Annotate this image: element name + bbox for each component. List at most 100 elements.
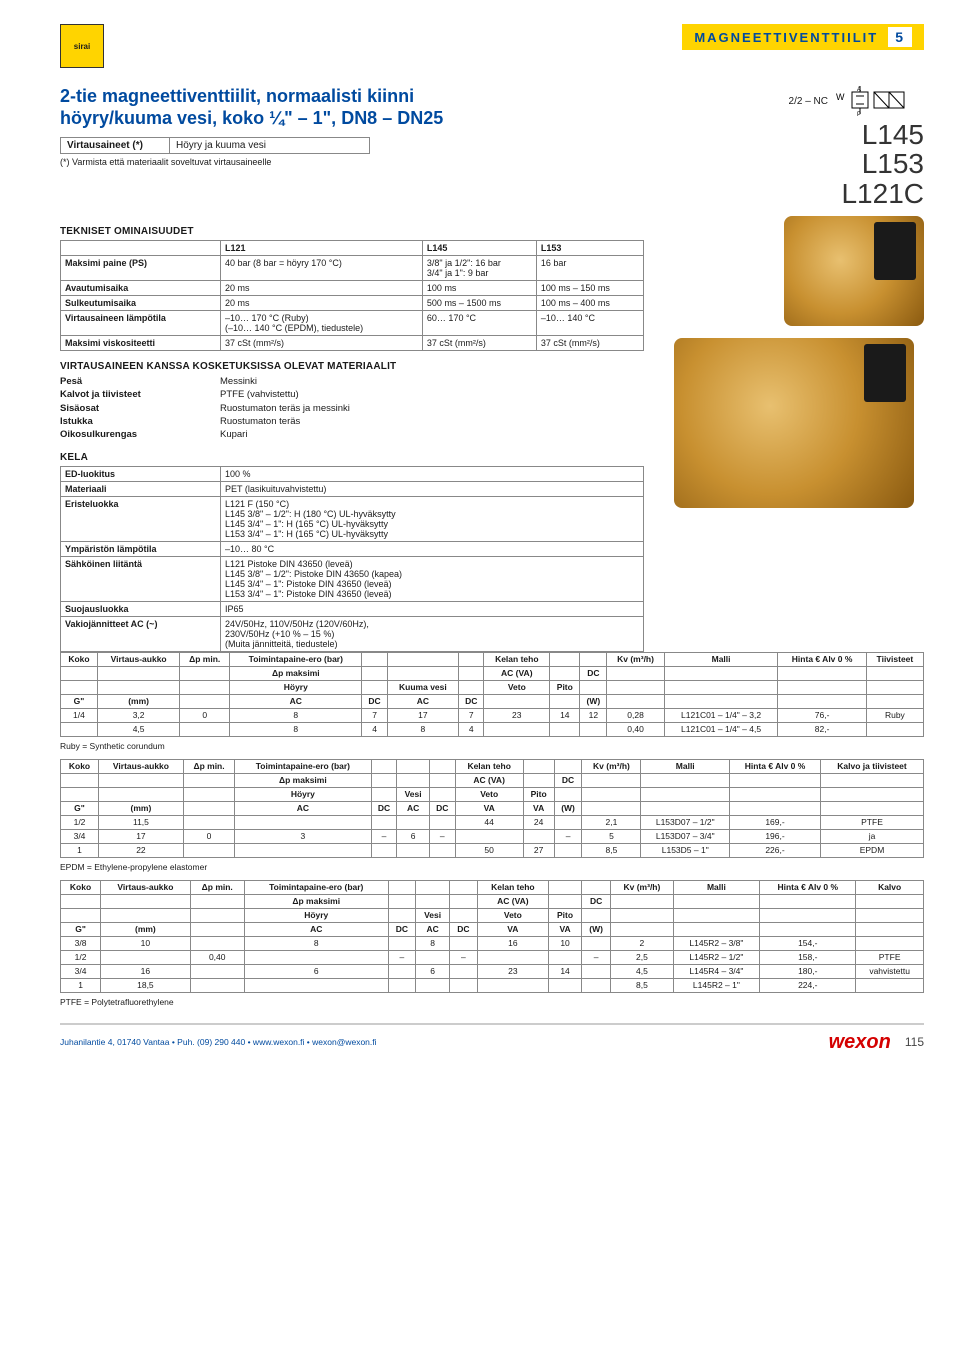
material-key: Istukka [60,415,220,428]
data-cell: 4,5 [97,722,179,736]
data-cell: 1 [61,843,99,857]
header-cell: Kv (m³/h) [582,759,641,773]
data-cell: L121C01 – 1/4" – 4,5 [664,722,778,736]
header-cell: Δp maksimi [230,666,362,680]
title-line2: höyry/kuuma vesi, koko ¼" – 1", DN8 – DN… [60,108,443,128]
data-cell: 180,- [760,964,856,978]
tech-val: 100 ms – 400 ms [536,296,643,311]
header-cell [760,894,856,908]
header-cell [180,694,230,708]
category-number: 5 [888,27,912,47]
header-cell [664,680,778,694]
header-cell: Veto [455,787,523,801]
data-cell: PTFE [856,950,924,964]
data-cell: 1/4 [61,708,98,722]
table-header-row: G"(mm)ACDCACDC(W) [61,694,924,708]
header-cell: VA [523,801,554,815]
header-cell: Pito [549,908,582,922]
col-l121: L121 [221,241,423,256]
header-cell [450,880,477,894]
header-cell [856,908,924,922]
brand-logo: sirai [60,24,104,68]
header-cell [856,894,924,908]
header-cell: (mm) [99,801,184,815]
data-cell [549,950,582,964]
header-cell: AC [244,922,388,936]
material-row: OikosulkurengasKupari [60,428,644,441]
header-cell: Δp min. [183,759,234,773]
header-cell: Δp maksimi [235,773,371,787]
header-cell: Malli [673,880,760,894]
data-cell: L153D07 – 3/4" [641,829,730,843]
header-cell [61,680,98,694]
header-cell: DC [580,666,607,680]
data-cell: 158,- [760,950,856,964]
header-cell [611,894,673,908]
data-cell: 50 [455,843,523,857]
data-cell: 8,5 [582,843,641,857]
header-cell [523,759,554,773]
data-cell: 8,5 [611,978,673,992]
tech-key: Maksimi viskositeetti [61,336,221,351]
data-cell: 1 [61,978,101,992]
data-cell [429,843,455,857]
data-cell: ja [821,829,924,843]
data-cell [581,978,610,992]
header-cell: AC (VA) [455,773,523,787]
data-cell [477,978,549,992]
material-row: Kalvot ja tiivisteetPTFE (vahvistettu) [60,388,644,401]
header-cell: AC [397,801,429,815]
table-row: 118,58,5L145R2 – 1"224,- [61,978,924,992]
header-cell: (W) [554,801,582,815]
header-cell [664,694,778,708]
data-cell [388,978,415,992]
material-row: IstukkaRuostumaton teräs [60,415,644,428]
data-cell [523,829,554,843]
header-cell: Pito [550,680,580,694]
header-cell [99,773,184,787]
header-cell [866,680,923,694]
header-cell [180,666,230,680]
data-cell: 169,- [730,815,821,829]
header-cell: (W) [580,694,607,708]
data-cell: 7 [362,708,387,722]
header-cell: G" [61,694,98,708]
header-cell [641,773,730,787]
data-cell: 0,40 [607,722,664,736]
data-cell: 6 [416,964,450,978]
header-cell [387,666,458,680]
data-cell: 4 [362,722,387,736]
symbol-label: 2/2 – NC [789,96,828,107]
data-cell [866,722,923,736]
data-cell: 44 [455,815,523,829]
material-val: Kupari [220,428,247,441]
footer-brand: wexon [829,1031,891,1054]
header-cell [856,922,924,936]
data-cell [235,843,371,857]
header-cell [730,787,821,801]
header-cell: Δp min. [180,652,230,666]
header-cell [387,652,458,666]
header-cell: Virtaus-aukko [97,652,179,666]
header-cell [97,666,179,680]
col-l145: L145 [422,241,536,256]
table-header-row: Δp maksimiAC (VA)DC [61,666,924,680]
data-cell [190,978,244,992]
table-row: Maksimi viskositeetti37 cSt (mm²/s)37 cS… [61,336,644,351]
header-cell [371,759,397,773]
data-cell: 12 [580,708,607,722]
tech-key: Maksimi paine (PS) [61,256,221,281]
header-cell: DC [388,922,415,936]
data-cell: 0,28 [607,708,664,722]
data-cell: – [388,950,415,964]
data-cell: 0 [180,708,230,722]
header-cell [611,908,673,922]
model-numbers: L145 L153 L121C [789,120,924,208]
kela-val: PET (lasikuituvahvistettu) [221,481,644,496]
tech-heading: TEKNISET OMINAISUUDET [60,226,644,237]
header-cell: Kv (m³/h) [607,652,664,666]
page-footer: Juhanilantie 4, 01740 Vantaa • Puh. (09)… [60,1023,924,1054]
header-cell: Kv (m³/h) [611,880,673,894]
data-cell [455,829,523,843]
data-cell: 18,5 [101,978,191,992]
